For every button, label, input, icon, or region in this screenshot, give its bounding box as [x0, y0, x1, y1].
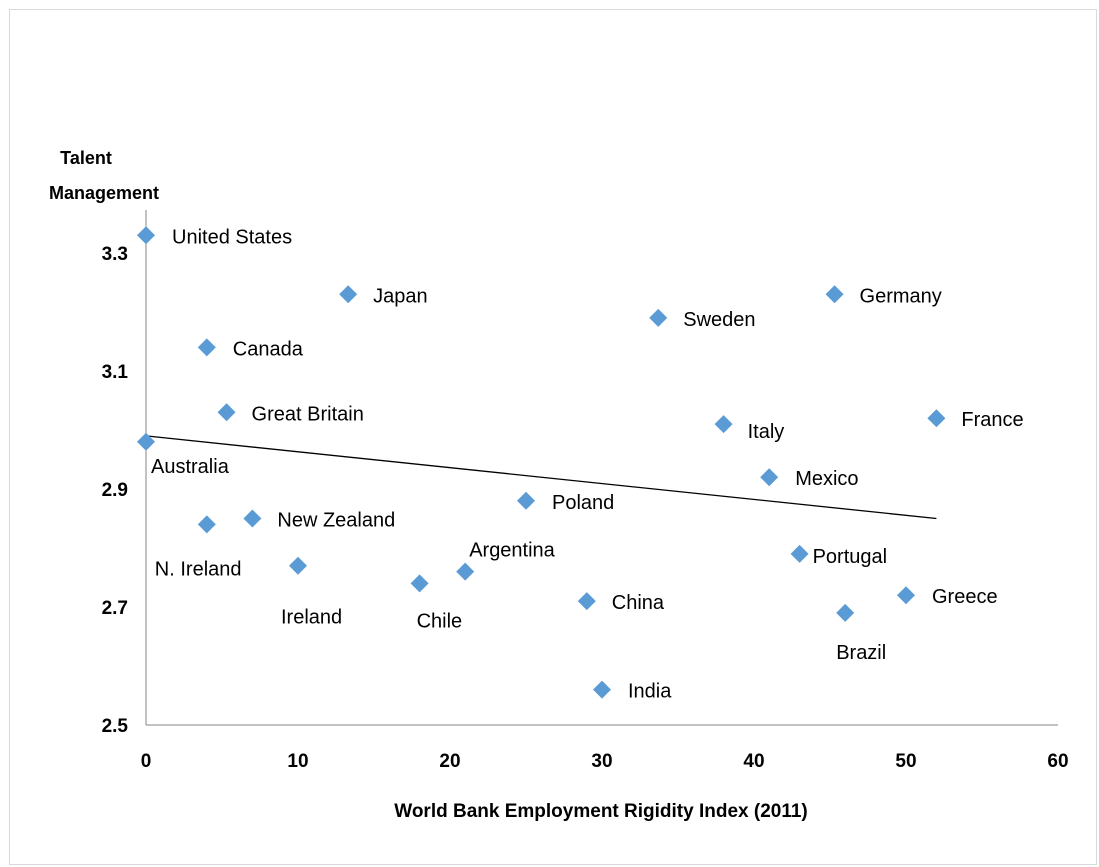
data-point-marker: [243, 510, 261, 528]
x-tick-label: 10: [287, 751, 308, 772]
data-point-marker: [137, 433, 155, 451]
data-point-label: Chile: [417, 610, 463, 632]
data-point-label: Italy: [748, 421, 785, 443]
data-point-label: Argentina: [469, 540, 555, 562]
y-tick-label: 2.9: [102, 480, 128, 501]
data-point-label: United States: [172, 226, 292, 248]
data-point-marker: [198, 515, 216, 533]
data-point-marker: [218, 403, 236, 421]
data-point-label: Greece: [932, 586, 998, 608]
data-point-marker: [411, 574, 429, 592]
data-point-marker: [791, 545, 809, 563]
x-tick-label: 0: [141, 751, 152, 772]
data-point-marker: [927, 409, 945, 427]
data-point-marker: [289, 557, 307, 575]
data-point-label: Australia: [151, 456, 230, 478]
y-tick-label: 3.1: [102, 362, 129, 383]
y-tick-label: 3.3: [102, 244, 128, 265]
data-point-label: Ireland: [281, 607, 342, 629]
data-point-marker: [760, 468, 778, 486]
data-point-label: Japan: [373, 285, 428, 307]
data-point-marker: [198, 338, 216, 356]
data-point-label: Mexico: [795, 468, 858, 490]
data-point-label: Portugal: [813, 546, 888, 568]
data-point-marker: [897, 586, 915, 604]
points-group: United States Japan Canada Great Britain Aus…: [137, 226, 1024, 702]
data-point-marker: [836, 604, 854, 622]
data-point-label: N. Ireland: [155, 558, 242, 580]
x-tick-label: 40: [743, 751, 764, 772]
data-point-label: Great Britain: [252, 403, 364, 425]
x-tick-label: 50: [895, 751, 916, 772]
x-axis-label: World Bank Employment Rigidity Index (20…: [394, 801, 808, 822]
data-point-label: Brazil: [836, 642, 886, 664]
y-axis-label-line-2: Management: [49, 183, 159, 203]
data-point-label: India: [628, 681, 672, 703]
data-point-label: Canada: [233, 338, 304, 360]
y-tick-label: 2.7: [102, 598, 128, 619]
data-point-marker: [578, 592, 596, 610]
x-tick-label: 60: [1047, 751, 1068, 772]
data-point-marker: [715, 415, 733, 433]
data-point-marker: [517, 492, 535, 510]
data-point-label: Poland: [552, 492, 614, 514]
x-tick-label: 20: [439, 751, 460, 772]
y-axis-label-line-1: Talent: [60, 148, 112, 168]
data-point-marker: [649, 309, 667, 327]
x-tick-label: 30: [591, 751, 612, 772]
data-point-marker: [826, 285, 844, 303]
data-point-label: Germany: [860, 285, 942, 307]
data-point-label: China: [612, 592, 665, 614]
data-point-marker: [456, 563, 474, 581]
data-point-marker: [339, 285, 357, 303]
data-point-label: Sweden: [683, 309, 755, 331]
data-point-marker: [137, 226, 155, 244]
data-point-marker: [593, 681, 611, 699]
data-point-label: New Zealand: [277, 510, 395, 532]
y-tick-label: 2.5: [102, 716, 129, 737]
data-point-label: France: [961, 409, 1023, 431]
